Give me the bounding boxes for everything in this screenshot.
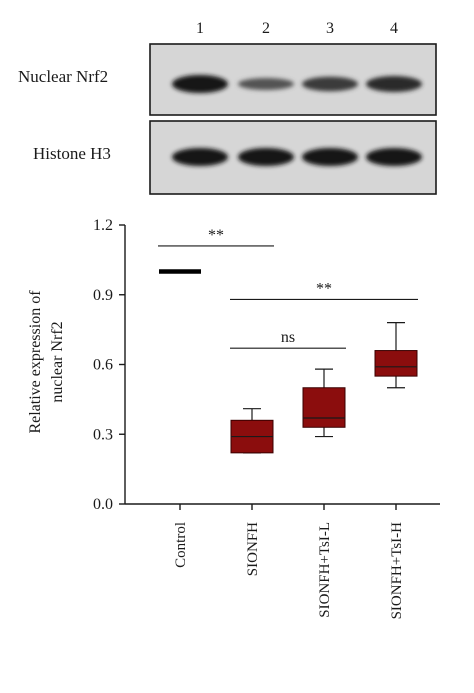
y-tick-label: 1.2: [93, 217, 113, 234]
box: [302, 387, 346, 428]
x-ticks: Control SIONFH SIONFH+TsI-L SIONFH+TsI-H: [173, 504, 405, 619]
y-tick-label: 0.9: [93, 287, 113, 304]
boxes: [159, 269, 418, 454]
box-chart: Relative expression of nuclear Nrf2 0.00…: [27, 217, 440, 619]
category-label: SIONFH: [245, 522, 261, 576]
category-label: Control: [173, 522, 189, 568]
box-plot: [374, 322, 418, 389]
blot-band: [302, 148, 358, 166]
box: [374, 350, 418, 377]
box-plot: [230, 408, 274, 454]
blot-band: [172, 148, 228, 166]
lane-number: 1: [196, 20, 204, 37]
blot-label-nrf2: Nuclear Nrf2: [18, 67, 108, 86]
blot-band: [302, 76, 358, 92]
western-blot: 1 2 3 4 Nuclear Nrf2 Histone H3: [18, 20, 437, 195]
y-tick-label: 0.6: [93, 357, 113, 374]
y-tick-label: 0.3: [93, 426, 113, 443]
blot-band: [366, 76, 422, 92]
lane-number: 4: [390, 20, 398, 37]
y-ticks: 0.0 0.3 0.6 0.9 1.2: [93, 217, 125, 513]
blot-band: [366, 148, 422, 166]
category-label: SIONFH+TsI-H: [389, 522, 405, 620]
band-row-nrf2: [172, 75, 422, 93]
blot-band: [238, 148, 294, 166]
significance-label: ns: [281, 329, 295, 346]
lane-number: 3: [326, 20, 334, 37]
y-axis-label-line1: Relative expression of: [27, 290, 44, 434]
blot-label-histone: Histone H3: [33, 144, 111, 163]
y-tick-label: 0.0: [93, 496, 113, 513]
significance-annotations: ** ** ns: [158, 227, 418, 349]
significance-label: **: [316, 280, 332, 297]
blot-band: [172, 75, 228, 93]
y-axis-label-line2: nuclear Nrf2: [49, 321, 66, 402]
significance-label: **: [208, 227, 224, 244]
category-label: SIONFH+TsI-L: [317, 522, 333, 618]
band-row-histone: [172, 148, 422, 166]
lane-number: 2: [262, 20, 270, 37]
blot-band: [238, 78, 294, 90]
box-plot: [302, 368, 346, 438]
